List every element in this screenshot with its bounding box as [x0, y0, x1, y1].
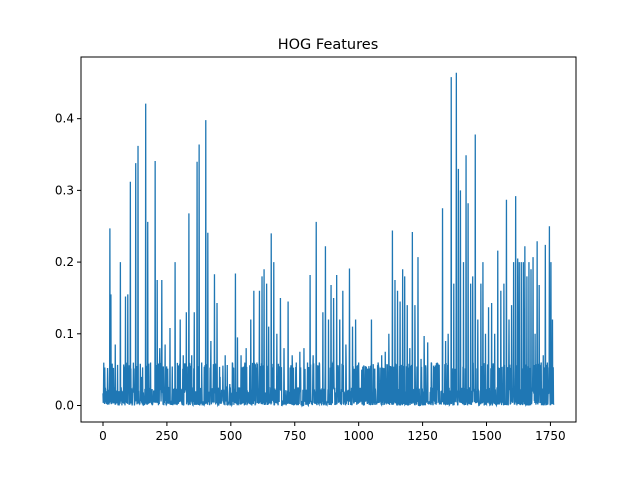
x-tick-label: 1750 — [535, 429, 566, 443]
series-line — [102, 72, 555, 408]
y-tick-label: 0.0 — [55, 399, 74, 413]
axes-frame — [80, 56, 577, 423]
x-tick-label: 0 — [99, 429, 107, 443]
x-tick-label: 1000 — [343, 429, 374, 443]
x-axis: 0 250 500 750 1000 1250 1500 1750 — [99, 422, 566, 443]
y-tick-label: 0.2 — [55, 255, 74, 269]
y-tick-label: 0.4 — [55, 112, 74, 126]
x-tick-label: 1500 — [471, 429, 502, 443]
x-tick-label: 500 — [219, 429, 242, 443]
x-tick-label: 250 — [155, 429, 178, 443]
y-tick-label: 0.3 — [55, 183, 74, 197]
x-tick-label: 1250 — [407, 429, 438, 443]
y-tick-label: 0.1 — [55, 327, 74, 341]
plot-area — [80, 56, 577, 423]
x-tick-label: 750 — [283, 429, 306, 443]
chart-title: HOG Features — [278, 37, 379, 53]
y-axis: 0.0 0.1 0.2 0.3 0.4 — [55, 112, 81, 413]
